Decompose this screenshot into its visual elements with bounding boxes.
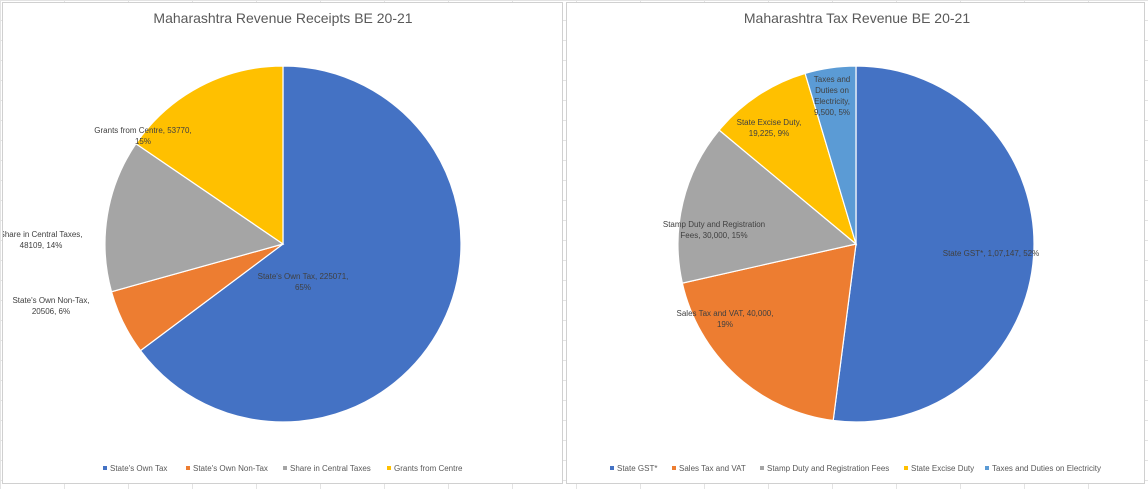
pie-slice-stamp-duty-and-registration-fees[interactable] [677,129,858,284]
legend-item-grants-from-centre[interactable]: Grants from Centre [387,464,463,473]
tax-revenue-chart[interactable]: Maharashtra Tax Revenue BE 20-21 State G… [566,2,1145,484]
data-label-share-in-central-taxes: Share in Central Taxes, 48109, 14% [3,230,83,250]
data-label-state-gst: State GST*, 1,07,147, 52% [943,249,1040,258]
data-label-stamp-duty-and-registration-fees: Stamp Duty and Registration Fees, 30,000,… [663,220,765,240]
data-label-state-s-own-non-tax: State's Own Non-Tax, 20506, 6% [12,296,89,316]
legend-swatch [186,466,190,470]
legend-swatch [387,466,391,470]
legend-label: State Excise Duty [911,464,974,473]
legend-swatch [760,466,764,470]
legend-item-share-in-central-taxes[interactable]: Share in Central Taxes [283,464,371,473]
legend-swatch [103,466,107,470]
pie-slice-share-in-central-taxes[interactable] [104,142,285,293]
data-label-taxes-and-duties-on-electricity: Taxes and Duties on Electricity, 9,500, 5% [814,75,850,117]
pie-slice-taxes-and-duties-on-electricity[interactable] [804,65,857,245]
legend-item-sales-tax-and-vat[interactable]: Sales Tax and VAT [672,464,746,473]
legend-label: Stamp Duty and Registration Fees [767,464,889,473]
data-label-state-excise-duty: State Excise Duty, 19,225, 9% [737,118,802,138]
revenue-receipts-chart[interactable]: Maharashtra Revenue Receipts BE 20-21 St… [2,2,563,484]
legend-swatch [672,466,676,470]
pie-slice-state-gst[interactable] [832,65,1035,423]
legend-item-state-excise-duty[interactable]: State Excise Duty [904,464,974,473]
pie-slice-state-excise-duty[interactable] [718,72,858,246]
legend-label: Taxes and Duties on Electricity [992,464,1101,473]
pie-slices [677,65,1035,423]
legend-label: State GST* [617,464,657,473]
legend-label: Grants from Centre [394,464,463,473]
legend-label: Share in Central Taxes [290,464,371,473]
pie-slice-state-s-own-tax[interactable] [139,65,462,423]
tax-revenue-pie-svg: Maharashtra Tax Revenue BE 20-21 State G… [610,10,1101,473]
legend-label: State's Own Non-Tax [193,464,268,473]
legend-label: State's Own Tax [110,464,167,473]
data-label-grants-from-centre: Grants from Centre, 53770, 15% [94,126,191,146]
legend-label: Sales Tax and VAT [679,464,746,473]
data-label-sales-tax-and-vat: Sales Tax and VAT, 40,000, 19% [677,309,774,329]
legend-swatch [283,466,287,470]
chart-title: Maharashtra Tax Revenue BE 20-21 [744,10,970,26]
pie-slice-grants-from-centre[interactable] [135,65,284,246]
data-label-state-s-own-tax: State's Own Tax, 225071, 65% [258,272,349,292]
chart-title: Maharashtra Revenue Receipts BE 20-21 [153,10,412,26]
legend-swatch [904,466,908,470]
legend-swatch [985,466,989,470]
legend-item-taxes-and-duties-on-electricity[interactable]: Taxes and Duties on Electricity [985,464,1101,473]
legend-swatch [610,466,614,470]
pie-slices [104,65,462,423]
pie-slice-sales-tax-and-vat[interactable] [681,243,857,422]
legend-item-state-s-own-non-tax[interactable]: State's Own Non-Tax [186,464,268,473]
revenue-receipts-pie-svg: Maharashtra Revenue Receipts BE 20-21 St… [3,10,463,473]
legend: State's Own Tax State's Own Non-Tax Share … [103,464,463,473]
legend: State GST* Sales Tax and VAT Stamp Duty an… [610,464,1101,473]
legend-item-state-s-own-tax[interactable]: State's Own Tax [103,464,167,473]
legend-item-state-gst[interactable]: State GST* [610,464,657,473]
legend-item-stamp-duty-and-registration-fees[interactable]: Stamp Duty and Registration Fees [760,464,889,473]
